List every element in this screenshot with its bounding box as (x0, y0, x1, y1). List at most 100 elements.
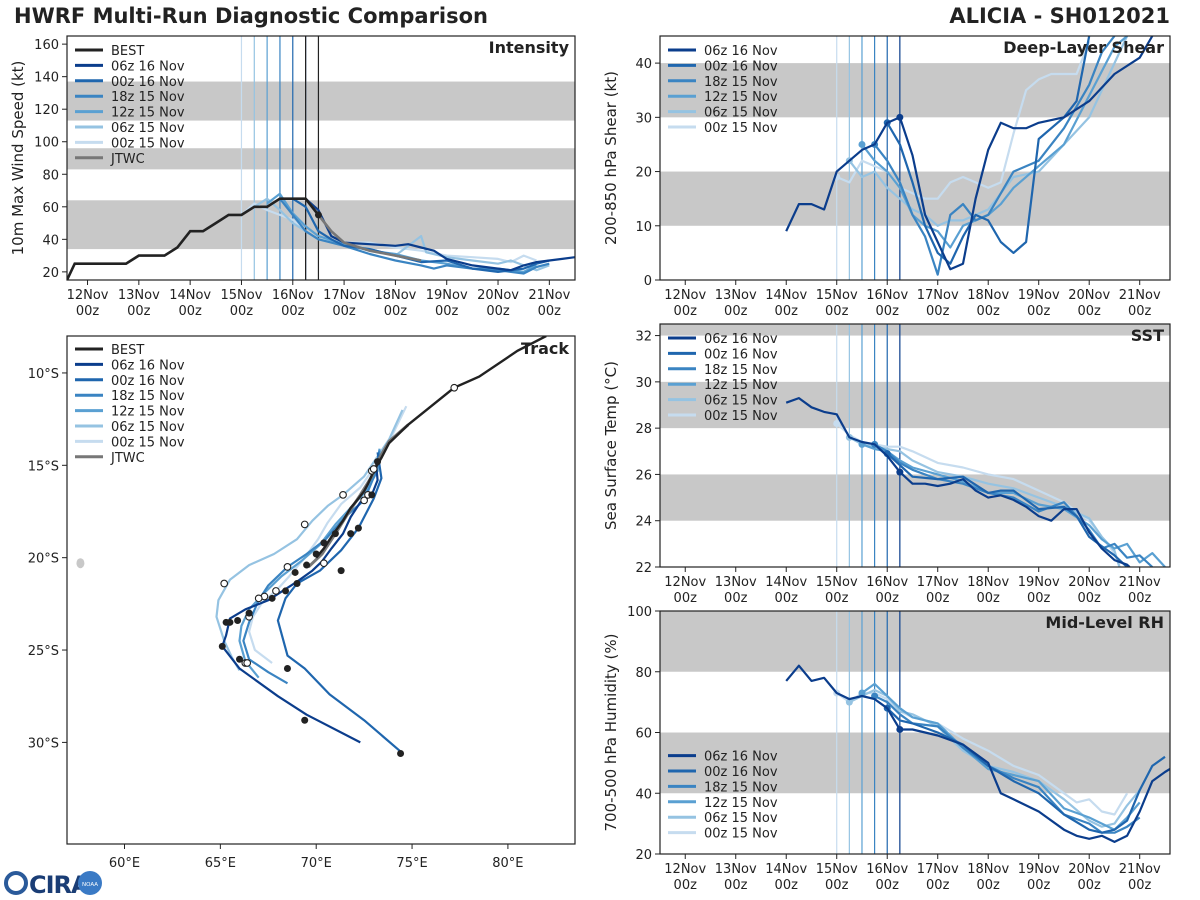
series-line-5 (836, 691, 1129, 816)
page-title: HWRF Multi-Run Diagnostic Comparison (14, 4, 489, 28)
xtick-label: 16Nov (866, 575, 908, 590)
ytick-label: 40 (42, 233, 59, 248)
legend-label-0: BEST (111, 44, 144, 59)
xtick-label: 00z (724, 878, 748, 893)
track-filled-marker (374, 458, 382, 466)
ytick-label: 30 (635, 376, 652, 391)
ytick-label: 10°S (28, 367, 59, 382)
series-line-0 (785, 36, 1154, 271)
series-line-2 (874, 695, 1141, 834)
xtick-label: 65°E (205, 856, 236, 871)
xtick-label: 00z (775, 304, 799, 319)
xtick-label: 13Nov (118, 288, 160, 303)
series-line-4 (848, 36, 1129, 227)
legend-label-6: 00z 15 Nov (111, 435, 185, 450)
xtick-label: 00z (1128, 591, 1152, 606)
xtick-label: 00z (674, 878, 698, 893)
series-marker-4 (845, 698, 853, 706)
track-filled-marker (347, 530, 355, 538)
shear-panel: 01020304012Nov00z13Nov00z14Nov00z15Nov00… (602, 35, 1171, 319)
xtick-label: 00z (1078, 878, 1102, 893)
xtick-label: 00z (1128, 878, 1152, 893)
xtick-label: 00z (926, 878, 950, 893)
series-line-4 (253, 197, 550, 272)
panel-title: Mid-Level RH (1045, 613, 1164, 632)
ytick-label: 28 (635, 422, 652, 437)
legend-label-7: JTWC (110, 451, 145, 466)
y-axis-label: 700-500 hPa Humidity (%) (602, 633, 620, 831)
track-filled-marker (303, 561, 311, 569)
xtick-label: 21Nov (528, 288, 570, 303)
track-filled-marker (283, 665, 291, 673)
xtick-label: 00z (876, 878, 900, 893)
series-marker-0 (896, 113, 904, 121)
axes-frame (659, 323, 1171, 568)
ytick-label: 20 (635, 166, 652, 181)
xtick-label: 15Nov (816, 862, 858, 877)
series-line-0 (785, 664, 1170, 843)
series-line-5 (240, 202, 537, 264)
axes-frame (66, 35, 576, 281)
legend-label-3: 18z 15 Nov (111, 90, 185, 105)
ytick-label: 32 (635, 330, 652, 345)
xtick-label: 21Nov (1119, 862, 1161, 877)
legend-label-2: 18z 15 Nov (704, 363, 778, 378)
series-marker-0 (896, 468, 904, 476)
legend-label-4: 06z 15 Nov (704, 394, 778, 409)
best-open-marker (450, 383, 459, 392)
track-panel: 60°E 65°E 70°E 75°E 80°E 10°S 15°S 20°S 25°S 30°S… (28, 335, 576, 871)
threshold-band-1 (660, 611, 1170, 672)
xtick-label: 15Nov (816, 288, 858, 303)
xtick-label: 16Nov (866, 862, 908, 877)
threshold-band-0 (660, 474, 1170, 521)
legend-label-5: 06z 15 Nov (111, 121, 185, 136)
ytick-label: 40 (635, 787, 652, 802)
xtick-label: 18Nov (967, 862, 1009, 877)
ytick-label: 60 (635, 727, 652, 742)
legend-label-2: 00z 16 Nov (111, 374, 185, 389)
series-marker-3 (858, 140, 866, 148)
series-line-1 (886, 707, 1166, 834)
xtick-label: 80°E (492, 856, 523, 871)
track-open-marker (300, 520, 309, 529)
xtick-label: 17Nov (917, 288, 959, 303)
track-open-marker (320, 559, 328, 568)
ytick-label: 20°S (28, 552, 59, 567)
track-filled-marker (397, 749, 405, 757)
noaa-badge (78, 871, 102, 895)
xtick-label: 00z (724, 304, 748, 319)
xtick-label: 00z (977, 304, 1001, 319)
track-open-marker (369, 465, 378, 473)
ytick-label: 80 (42, 168, 59, 183)
xtick-label: 00z (1027, 878, 1051, 893)
xtick-label: 00z (977, 591, 1001, 606)
threshold-band-1 (67, 148, 575, 170)
xtick-label: 00z (486, 304, 510, 319)
xtick-label: 70°E (301, 856, 332, 871)
ytick-label: 24 (635, 515, 652, 530)
legend-label-0: 06z 16 Nov (704, 44, 778, 59)
ytick-label: 20 (635, 848, 652, 863)
track-filled-marker (218, 642, 226, 650)
ytick-label: 100 (34, 136, 59, 151)
xtick-label: 16Nov (866, 288, 908, 303)
xtick-label: 00z (178, 304, 202, 319)
xtick-label: 00z (384, 304, 408, 319)
xtick-label: 00z (876, 304, 900, 319)
xtick-label: 00z (674, 591, 698, 606)
threshold-band-0 (67, 200, 575, 250)
legend-label-1: 06z 16 Nov (111, 358, 185, 373)
xtick-label: 00z (1027, 591, 1051, 606)
xtick-label: 14Nov (765, 575, 807, 590)
xtick-label: 00z (674, 304, 698, 319)
xtick-label: 00z (1027, 304, 1051, 319)
best-line (67, 197, 320, 280)
track-filled-marker (301, 716, 309, 724)
track-filled-marker (268, 594, 276, 602)
legend-label-3: 18z 15 Nov (111, 389, 185, 404)
track-group (76, 336, 547, 757)
xtick-label: 00z (977, 878, 1001, 893)
y-axis-label: Sea Surface Temp (°C) (602, 361, 620, 530)
panel-title: Track (521, 339, 569, 358)
ytick-label: 10 (635, 220, 652, 235)
